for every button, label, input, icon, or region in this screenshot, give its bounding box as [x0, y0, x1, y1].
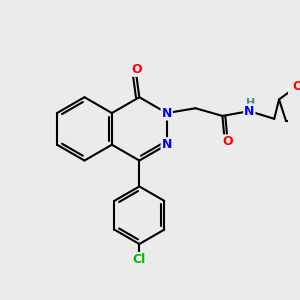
Text: H: H: [246, 98, 255, 108]
Text: O: O: [292, 80, 300, 93]
Text: Cl: Cl: [133, 253, 146, 266]
Text: O: O: [131, 63, 142, 76]
Text: N: N: [162, 106, 172, 119]
Text: N: N: [244, 105, 254, 118]
Text: N: N: [162, 138, 172, 151]
Text: O: O: [223, 135, 233, 148]
